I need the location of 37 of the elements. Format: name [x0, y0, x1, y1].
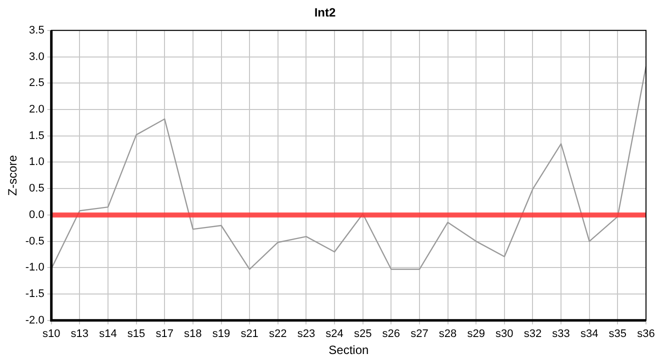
y-tick-label: -1.5: [25, 288, 44, 300]
x-axis-title: Section: [328, 343, 369, 358]
x-tick-label: s30: [496, 328, 514, 340]
x-tick-label: s33: [552, 328, 570, 340]
y-tick-label: 1.0: [29, 156, 44, 168]
y-tick-label: -0.5: [25, 235, 44, 248]
x-tick-label: s15: [127, 328, 146, 340]
y-tick-label: 2.5: [29, 77, 44, 90]
x-tick-label: s29: [467, 328, 485, 340]
y-tick-label: -1.0: [25, 262, 44, 274]
x-tick-label: s32: [524, 328, 542, 340]
x-tick-label: s25: [354, 328, 372, 340]
y-tick-label: 1.5: [29, 130, 44, 142]
x-tick-label: s21: [240, 328, 258, 340]
x-tick-label: s18: [184, 328, 202, 340]
x-tick-label: s14: [99, 328, 117, 340]
x-tick-label: s24: [326, 328, 344, 340]
y-tick-label: 3.5: [29, 24, 44, 36]
x-tick-label: s22: [269, 328, 287, 340]
x-tick-label: s13: [70, 328, 89, 340]
x-tick-label: s36: [637, 328, 655, 340]
y-tick-label: 0.0: [29, 208, 44, 221]
x-tick-label: s19: [212, 328, 230, 340]
x-tick-label: s23: [297, 328, 316, 340]
x-tick-label: s17: [156, 328, 174, 340]
x-tick-label: s34: [580, 328, 598, 340]
x-tick-label: s26: [382, 328, 400, 340]
x-tick-label: s10: [42, 328, 60, 340]
y-tick-label: 3.0: [29, 50, 44, 63]
y-tick-label: 0.5: [29, 182, 44, 195]
y-tick-label: -2.0: [25, 314, 44, 326]
chart-title: Int2: [314, 6, 336, 20]
y-tick-label: 2.0: [29, 104, 44, 116]
x-tick-label: s28: [438, 328, 457, 340]
x-tick-label: s27: [410, 328, 428, 340]
y-axis-title: Z-score: [6, 154, 20, 196]
x-tick-label: s35: [608, 328, 627, 340]
